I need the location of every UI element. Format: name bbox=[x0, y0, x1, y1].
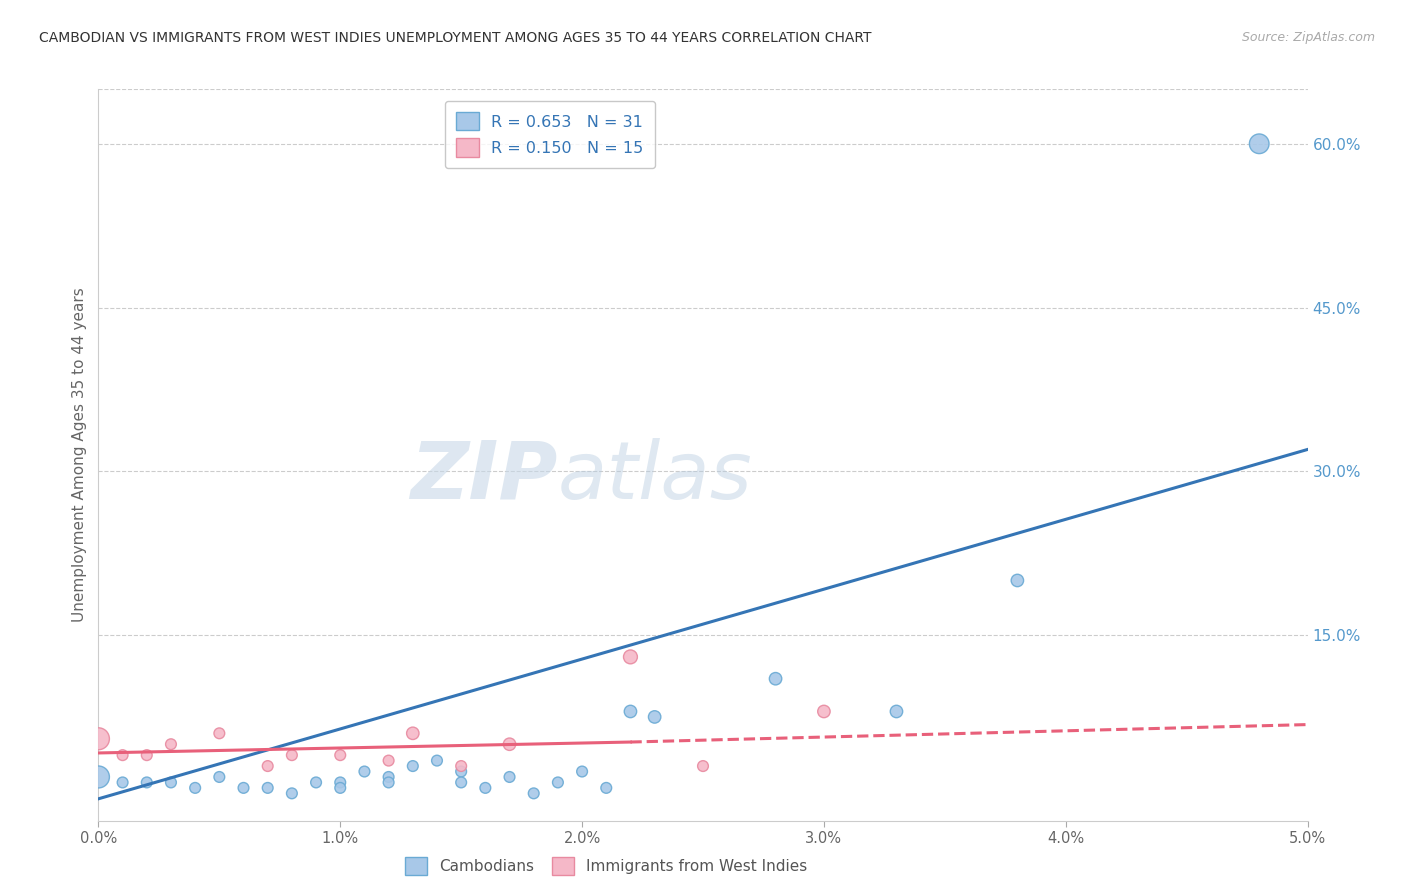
Point bbox=[1007, 574, 1029, 588]
Point bbox=[402, 759, 425, 773]
Point bbox=[184, 780, 207, 795]
Point bbox=[208, 726, 231, 740]
Point bbox=[329, 780, 352, 795]
Point bbox=[329, 775, 352, 789]
Point bbox=[111, 748, 134, 763]
Text: CAMBODIAN VS IMMIGRANTS FROM WEST INDIES UNEMPLOYMENT AMONG AGES 35 TO 44 YEARS : CAMBODIAN VS IMMIGRANTS FROM WEST INDIES… bbox=[39, 31, 872, 45]
Point bbox=[135, 748, 157, 763]
Point bbox=[402, 726, 425, 740]
Point bbox=[619, 649, 641, 664]
Point bbox=[450, 775, 472, 789]
Point bbox=[450, 764, 472, 779]
Text: Source: ZipAtlas.com: Source: ZipAtlas.com bbox=[1241, 31, 1375, 45]
Point bbox=[571, 764, 593, 779]
Point bbox=[353, 764, 375, 779]
Y-axis label: Unemployment Among Ages 35 to 44 years: Unemployment Among Ages 35 to 44 years bbox=[72, 287, 87, 623]
Point bbox=[498, 770, 520, 784]
Point bbox=[1249, 136, 1271, 151]
Point bbox=[377, 754, 399, 768]
Point bbox=[547, 775, 569, 789]
Point bbox=[256, 759, 278, 773]
Point bbox=[813, 705, 835, 719]
Point bbox=[160, 775, 183, 789]
Point bbox=[498, 737, 520, 751]
Point bbox=[87, 731, 110, 746]
Point bbox=[377, 770, 399, 784]
Point bbox=[692, 759, 714, 773]
Point bbox=[644, 710, 666, 724]
Point bbox=[232, 780, 254, 795]
Point bbox=[305, 775, 328, 789]
Point bbox=[886, 705, 908, 719]
Point bbox=[281, 786, 304, 800]
Point bbox=[523, 786, 546, 800]
Point bbox=[135, 775, 157, 789]
Point bbox=[208, 770, 231, 784]
Point bbox=[595, 780, 617, 795]
Point bbox=[281, 748, 304, 763]
Point bbox=[87, 770, 110, 784]
Point bbox=[765, 672, 787, 686]
Point bbox=[426, 754, 449, 768]
Point bbox=[111, 775, 134, 789]
Text: atlas: atlas bbox=[558, 438, 752, 516]
Point bbox=[450, 759, 472, 773]
Point bbox=[329, 748, 352, 763]
Point bbox=[256, 780, 278, 795]
Text: ZIP: ZIP bbox=[411, 438, 558, 516]
Point bbox=[474, 780, 496, 795]
Point bbox=[160, 737, 183, 751]
Point bbox=[619, 705, 641, 719]
Point bbox=[377, 775, 399, 789]
Legend: Cambodians, Immigrants from West Indies: Cambodians, Immigrants from West Indies bbox=[398, 849, 815, 882]
